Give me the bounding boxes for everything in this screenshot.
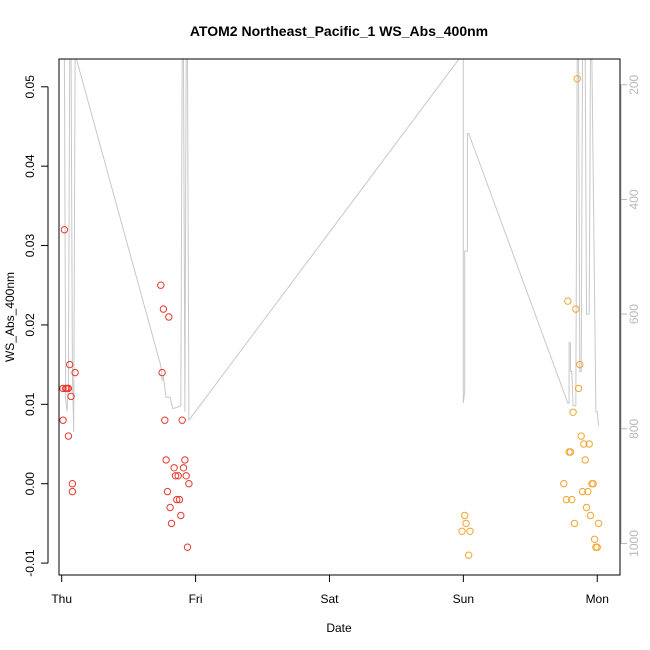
- data-point: [60, 226, 69, 234]
- data-point: [64, 432, 73, 440]
- y-tick-label: 0.04: [23, 154, 37, 178]
- data-point: [577, 432, 585, 440]
- data-point: [562, 495, 571, 504]
- data-point: [594, 519, 603, 528]
- y-axis-label: WS_Abs_400nm: [3, 272, 17, 362]
- data-point: [158, 368, 166, 377]
- data-point: [175, 495, 184, 504]
- data-point: [590, 535, 599, 543]
- data-point: [574, 384, 583, 393]
- chart-title: ATOM2 Northeast_Pacific_1 WS_Abs_400nm: [190, 23, 488, 39]
- data-point: [581, 456, 589, 464]
- data-point: [167, 519, 176, 528]
- data-point: [589, 480, 597, 488]
- data-point: [585, 440, 593, 448]
- data-point: [173, 495, 181, 504]
- y-tick-label: 0.03: [23, 234, 37, 258]
- data-point: [560, 480, 568, 488]
- x-tick-label: Sat: [320, 592, 339, 606]
- data-point: [159, 305, 168, 313]
- data-point: [162, 456, 170, 464]
- data-point: [71, 368, 79, 377]
- data-point: [179, 464, 188, 472]
- data-point: [466, 527, 474, 535]
- data-point: [566, 448, 575, 456]
- plot-area: [59, 59, 603, 559]
- data-point: [67, 392, 75, 401]
- data-point: [166, 503, 174, 512]
- data-point: [59, 416, 67, 424]
- data-point: [161, 416, 169, 424]
- data-point: [171, 472, 180, 480]
- x-tick-label: Mon: [586, 592, 609, 606]
- data-point: [576, 360, 584, 369]
- data-point: [573, 75, 581, 83]
- x-axis-label: Date: [326, 621, 352, 635]
- data-point: [564, 297, 572, 305]
- data-point: [465, 551, 473, 559]
- y-tick-label: 0.02: [23, 313, 37, 337]
- data-point: [458, 527, 466, 535]
- data-point: [569, 408, 577, 416]
- data-point: [580, 440, 588, 448]
- x-tick-label: Thu: [51, 592, 72, 606]
- y-tick-label: 0.01: [23, 392, 37, 416]
- data-point: [568, 495, 576, 504]
- data-point: [582, 503, 591, 512]
- data-point: [165, 313, 173, 321]
- y-tick-label: -0.01: [23, 549, 37, 577]
- data-point: [174, 472, 182, 480]
- data-point: [68, 480, 77, 488]
- data-point: [462, 519, 470, 528]
- data-point: [157, 281, 165, 289]
- data-point: [185, 480, 193, 488]
- right-tick-label: 400: [627, 189, 641, 209]
- right-tick-label: 1000: [627, 530, 641, 557]
- data-point: [66, 360, 74, 369]
- data-point: [584, 487, 592, 496]
- data-point: [183, 543, 192, 551]
- data-point: [68, 487, 77, 496]
- x-tick-label: Fri: [189, 592, 203, 606]
- y-axis-right: 200 400 600 800 1000: [620, 74, 641, 557]
- data-point: [572, 305, 580, 313]
- data-point: [570, 519, 579, 528]
- data-point: [177, 511, 185, 520]
- x-axis: Thu Fri Sat Sun Mon: [51, 574, 609, 606]
- y-tick-label: 0.00: [23, 472, 37, 496]
- data-point: [593, 543, 601, 551]
- data-point: [163, 487, 172, 496]
- data-point: [181, 456, 189, 464]
- y-axis-left: -0.01 0.00 0.01 0.02 0.03 0.04 0.05: [23, 75, 49, 577]
- data-point: [64, 384, 73, 393]
- altitude-line: [63, 59, 600, 432]
- data-point: [182, 472, 190, 480]
- data-point: [59, 384, 67, 393]
- right-tick-label: 200: [627, 74, 641, 94]
- data-point: [178, 416, 186, 424]
- x-tick-label: Sun: [453, 592, 474, 606]
- data-point: [586, 511, 595, 520]
- y-tick-label: 0.05: [23, 75, 37, 99]
- right-tick-label: 600: [627, 304, 641, 324]
- data-point: [578, 487, 587, 496]
- right-tick-label: 800: [627, 418, 641, 438]
- data-point: [170, 464, 178, 472]
- data-point: [461, 511, 469, 520]
